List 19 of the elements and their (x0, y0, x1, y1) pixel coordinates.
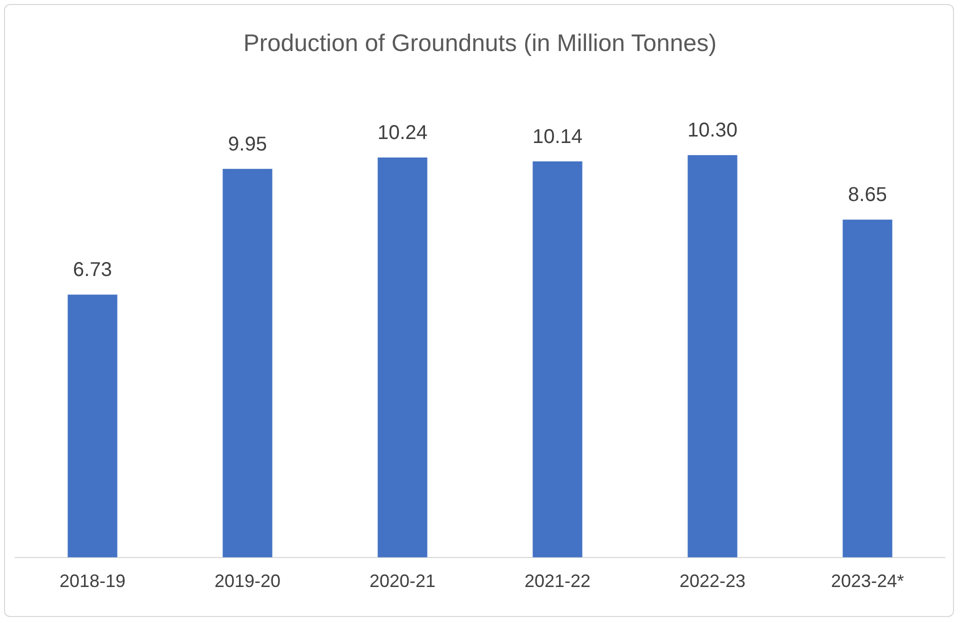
data-label: 8.65 (848, 184, 887, 206)
x-tick-label: 2022-23 (679, 571, 746, 592)
bar (378, 158, 428, 558)
bar (222, 168, 272, 558)
data-label: 6.73 (73, 259, 112, 282)
bar (532, 161, 582, 558)
x-tick-label: 2019-20 (214, 571, 281, 592)
x-tick-label: 2020-21 (369, 571, 436, 592)
data-label: 10.30 (687, 120, 738, 142)
x-tick-label: 2023-24* (830, 571, 904, 592)
x-tick-label: 2021-22 (524, 571, 591, 592)
data-label: 10.14 (532, 126, 583, 148)
bar (68, 294, 118, 558)
chart-title: Production of Groundnuts (in Million Tonnes) (243, 30, 717, 58)
bar (688, 155, 738, 558)
data-label: 9.95 (228, 133, 267, 156)
data-label: 10.24 (377, 122, 428, 144)
x-tick-label: 2018-19 (59, 571, 126, 592)
bar (842, 220, 892, 558)
